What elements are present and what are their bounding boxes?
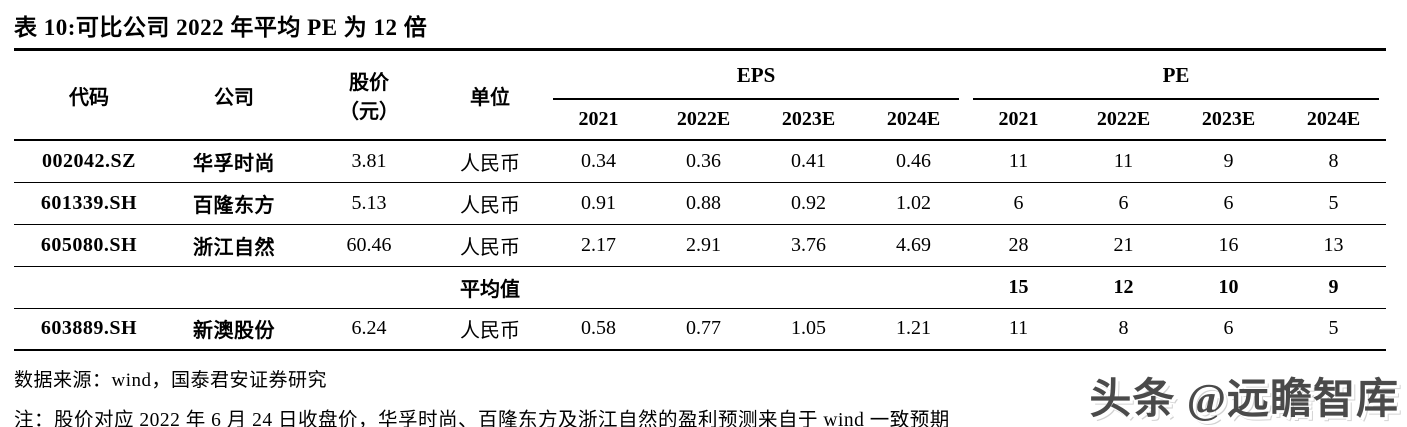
eps-value-cell: 0.36 — [686, 149, 721, 172]
watermark-text: 头条 @远瞻智库 — [1089, 377, 1399, 423]
year-header-pe-2023e: 2023E — [1201, 108, 1256, 130]
pe-value-cell: 11 — [1008, 149, 1029, 172]
company-cell: 新澳股份 — [193, 320, 275, 343]
company-cell: 华孚时尚 — [193, 152, 275, 175]
pe-value-cell: 9 — [1223, 149, 1234, 172]
code-cell: 603889.SH — [40, 317, 138, 340]
years-row: 2021 2022E 2023E 2024E 2021 2022E 2023E 2024E — [14, 100, 1386, 140]
year-header-eps-2024e: 2024E — [886, 108, 941, 130]
pe-value-cell: 11 — [1113, 149, 1134, 172]
pe-value-cell: 8 — [1328, 149, 1339, 172]
year-header-pe-2022e: 2022E — [1096, 108, 1151, 130]
footnote-text: 注：股价对应 2022 年 6 月 24 日收盘价，华孚时尚、百隆东方及浙江自然… — [14, 410, 950, 427]
pe-value-cell: 16 — [1218, 233, 1239, 256]
price-cell: 6.24 — [351, 317, 387, 340]
column-group-eps: EPS — [546, 50, 966, 101]
eps-value-cell: 2.91 — [686, 233, 721, 256]
company-cell: 浙江自然 — [193, 236, 275, 259]
year-header-eps-2022e: 2022E — [676, 108, 731, 130]
eps-value-cell: 0.77 — [686, 317, 721, 340]
eps-value-cell: 4.69 — [896, 233, 931, 256]
column-header-price: 股价 （元） — [304, 50, 434, 141]
pe-value-cell: 28 — [1008, 233, 1029, 256]
eps-value-cell: 0.34 — [581, 149, 616, 172]
code-cell: 002042.SZ — [42, 149, 136, 172]
eps-value-cell — [756, 266, 861, 308]
pe-value-cell: 6 — [1013, 191, 1024, 214]
eps-value-cell: 3.76 — [791, 233, 826, 256]
company-row: 002042.SZ 华孚时尚 3.81 人民币 0.34 0.36 0.41 0.46 11 11… — [14, 140, 1386, 182]
pe-value-cell: 6 — [1118, 191, 1129, 214]
pe-value-cell: 10 — [1218, 275, 1239, 298]
data-source-text: 数据来源：wind，国泰君安证券研究 — [14, 370, 328, 391]
year-header-pe-2021: 2021 — [998, 108, 1039, 130]
unit-cell: 人民币 — [460, 320, 520, 343]
eps-value-cell: 0.46 — [896, 149, 931, 172]
eps-value-cell: 1.21 — [896, 317, 931, 340]
pe-value-cell: 6 — [1223, 191, 1234, 214]
eps-value-cell: 0.91 — [581, 191, 616, 214]
code-cell: 605080.SH — [40, 233, 138, 256]
company-cell — [164, 266, 304, 308]
pe-value-cell: 13 — [1323, 233, 1344, 256]
company-row: 603889.SH 新澳股份 6.24 人民币 0.58 0.77 1.05 1.21 11 8 6… — [14, 308, 1386, 350]
comparable-companies-table: 代码 公司 股价 （元） 单位 EPS PE 2021 2022E 2023E 202… — [14, 48, 1386, 351]
column-header-unit: 单位 — [470, 86, 510, 109]
pe-value-cell: 6 — [1223, 317, 1234, 340]
pe-value-cell: 12 — [1113, 275, 1134, 298]
column-header-company: 公司 — [214, 86, 254, 109]
price-cell: 3.81 — [351, 149, 387, 172]
year-header-eps-2021: 2021 — [578, 108, 619, 130]
pe-value-cell: 8 — [1118, 317, 1129, 340]
pe-value-cell: 5 — [1328, 317, 1339, 340]
unit-cell: 人民币 — [460, 194, 520, 217]
code-cell — [14, 266, 164, 308]
eps-value-cell: 0.58 — [581, 317, 616, 340]
eps-value-cell — [651, 266, 756, 308]
unit-cell: 平均值 — [460, 278, 520, 301]
year-header-pe-2024e: 2024E — [1306, 108, 1361, 130]
code-cell: 601339.SH — [40, 191, 138, 214]
table-header: 代码 公司 股价 （元） 单位 EPS PE 2021 2022E 2023E 202… — [14, 50, 1386, 140]
pe-value-cell: 21 — [1113, 233, 1134, 256]
eps-value-cell: 0.41 — [791, 149, 826, 172]
average-row: 平均值 15 12 10 9 — [14, 266, 1386, 308]
header-group-row: 代码 公司 股价 （元） 单位 EPS PE — [14, 50, 1386, 123]
price-header-line2: （元） — [339, 101, 399, 123]
unit-cell: 人民币 — [460, 236, 520, 259]
eps-value-cell — [861, 266, 966, 308]
pe-value-cell: 9 — [1328, 275, 1339, 298]
price-cell: 60.46 — [346, 233, 392, 256]
unit-cell: 人民币 — [460, 152, 520, 175]
eps-value-cell: 1.05 — [791, 317, 826, 340]
company-row: 605080.SH 浙江自然 60.46 人民币 2.17 2.91 3.76 4.69 28 2… — [14, 224, 1386, 266]
eps-value-cell — [546, 266, 651, 308]
company-cell: 百隆东方 — [193, 194, 275, 217]
table-body: 002042.SZ 华孚时尚 3.81 人民币 0.34 0.36 0.41 0.46 11 11… — [14, 140, 1386, 350]
price-cell: 5.13 — [351, 191, 387, 214]
price-header-line1: 股价 — [349, 72, 389, 94]
price-cell — [304, 266, 434, 308]
company-row: 601339.SH 百隆东方 5.13 人民币 0.91 0.88 0.92 1.02 6 6 6 5 — [14, 182, 1386, 224]
eps-value-cell: 1.02 — [896, 191, 931, 214]
pe-value-cell: 11 — [1008, 317, 1029, 340]
pe-value-cell: 15 — [1008, 275, 1029, 298]
eps-value-cell: 0.92 — [791, 191, 826, 214]
year-header-eps-2023e: 2023E — [781, 108, 836, 130]
table-title: 表 10:可比公司 2022 年平均 PE 为 12 倍 — [14, 15, 428, 40]
eps-value-cell: 2.17 — [581, 233, 616, 256]
column-group-pe: PE — [966, 50, 1386, 101]
pe-value-cell: 5 — [1328, 191, 1339, 214]
column-header-code: 代码 — [69, 86, 109, 109]
eps-value-cell: 0.88 — [686, 191, 721, 214]
